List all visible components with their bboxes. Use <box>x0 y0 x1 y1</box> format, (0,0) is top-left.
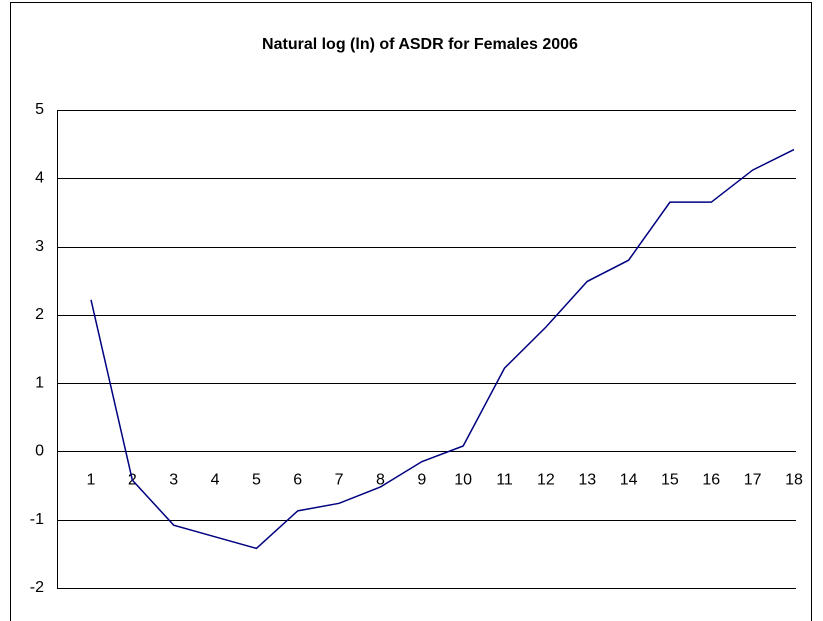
y-tick-label: 1 <box>35 374 44 391</box>
y-tick-label: 4 <box>35 170 44 187</box>
x-tick-label: 3 <box>169 472 178 489</box>
chart-title: Natural log (ln) of ASDR for Females 200… <box>262 36 578 53</box>
x-tick-label: 12 <box>537 472 555 489</box>
x-tick-label: 9 <box>417 472 426 489</box>
x-tick-label: 10 <box>454 472 472 489</box>
y-tick-label: 0 <box>35 443 44 460</box>
x-tick-label: 13 <box>578 472 596 489</box>
x-tick-label: 17 <box>744 472 762 489</box>
line-series <box>90 148 795 550</box>
x-tick-label: 5 <box>252 472 261 489</box>
x-tick-label: 1 <box>87 472 96 489</box>
y-tick-label: 2 <box>35 306 44 323</box>
x-tick-label: 15 <box>661 472 679 489</box>
y-tick-label: 3 <box>35 238 44 255</box>
chart-frame <box>10 2 812 621</box>
x-tick-label: 16 <box>702 472 720 489</box>
x-tick-label: 7 <box>335 472 344 489</box>
y-tick-label: 5 <box>35 101 44 118</box>
x-tick-label: 14 <box>620 472 638 489</box>
x-tick-label: 18 <box>785 472 803 489</box>
x-tick-label: 6 <box>293 472 302 489</box>
x-tick-label: 4 <box>211 472 220 489</box>
x-tick-label: 8 <box>376 472 385 489</box>
x-tick-label: 11 <box>496 472 513 489</box>
y-tick-label: -1 <box>30 511 44 528</box>
y-tick-label: -2 <box>30 579 44 596</box>
